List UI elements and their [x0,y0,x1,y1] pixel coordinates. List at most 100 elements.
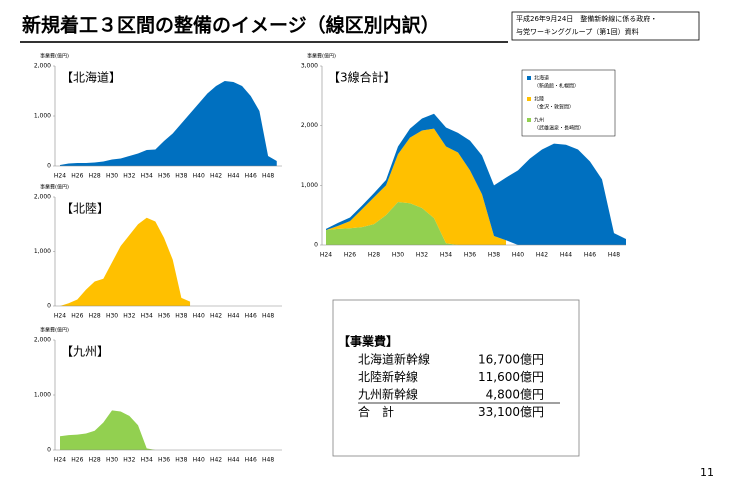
x-tick-label: H36 [158,457,170,464]
legend-swatch [527,118,531,122]
legend-swatch [527,76,531,80]
source-box [511,11,700,41]
x-tick-label: H34 [141,173,153,180]
x-tick-label: H24 [54,457,66,464]
x-tick-label: H34 [440,252,452,259]
area [60,217,191,306]
area [326,113,626,245]
legend-label: 九州 [534,117,544,124]
legend-note: （金沢・敦賀間） [534,104,574,111]
x-tick-label: H40 [193,173,205,180]
x-tick-label: H38 [175,173,187,180]
x-tick-label: H46 [245,173,257,180]
x-tick-label: H26 [71,457,83,464]
x-tick-label: H34 [141,313,153,320]
slide-title: 新規着工３区間の整備のイメージ（線区別内訳） [22,14,440,37]
chart-title: 【北海道】 [61,70,121,85]
chart-title: 【北陸】 [61,202,109,216]
x-tick-label: H44 [227,457,239,464]
area [326,202,458,245]
x-tick-label: H44 [227,173,239,180]
x-tick-label: H38 [488,252,500,259]
x-tick-label: H30 [106,173,118,180]
y-tick-label: 0 [47,303,51,310]
x-tick-label: H30 [106,313,118,320]
y-tick-label: 1,000 [34,113,51,120]
x-tick-label: H38 [175,457,187,464]
source-note: 平成26年9月24日 整備新幹線に係る政府・ [516,14,657,23]
chart-title: 【3線合計】 [328,70,396,85]
cost-amount: 33,100億円 [478,405,544,419]
area [60,81,277,166]
x-tick-label: H42 [210,457,222,464]
y-tick-label: 2,000 [34,63,51,70]
x-tick-label: H28 [89,173,101,180]
x-tick-label: H30 [392,252,404,259]
x-tick-label: H46 [245,457,257,464]
legend-label: 北海道 [534,75,549,82]
x-tick-label: H42 [210,173,222,180]
chart-title-bg [61,69,133,85]
y-tick-label: 2,000 [34,194,51,201]
legend-swatch [527,97,531,101]
x-tick-label: H32 [123,457,135,464]
y-tick-label: 3,000 [301,63,318,70]
chart-title: 【九州】 [61,345,109,359]
y-axis-label: 事業費(億円) [40,327,69,334]
x-tick-label: H40 [193,313,205,320]
x-tick-label: H26 [71,173,83,180]
x-tick-label: H24 [54,313,66,320]
x-tick-label: H48 [262,173,274,180]
cost-amount: 11,600億円 [478,370,544,384]
x-tick-label: H46 [245,313,257,320]
source-note: 与党ワーキンググループ（第1回）資料 [516,27,639,36]
chart-title-bg [61,200,133,216]
x-tick-label: H44 [560,252,572,259]
x-tick-label: H32 [123,173,135,180]
x-tick-label: H28 [89,457,101,464]
x-tick-label: H42 [210,313,222,320]
y-tick-label: 1,000 [34,248,51,255]
x-tick-label: H36 [464,252,476,259]
area [326,128,506,245]
chart-title-bg [328,69,390,85]
y-tick-label: 0 [314,242,318,249]
x-tick-label: H24 [320,252,332,259]
y-tick-label: 2,000 [34,337,51,344]
x-tick-label: H48 [262,313,274,320]
x-tick-label: H40 [193,457,205,464]
x-tick-label: H48 [608,252,620,259]
cost-name: 北海道新幹線 [358,352,430,367]
legend-box [521,69,616,137]
cost-name: 合 計 [358,404,394,419]
y-axis-label: 事業費(億円) [307,53,336,60]
y-tick-label: 1,000 [34,392,51,399]
x-tick-label: H32 [123,313,135,320]
x-tick-label: H30 [106,457,118,464]
x-tick-label: H24 [54,173,66,180]
x-tick-label: H48 [262,457,274,464]
cost-name: 九州新幹線 [358,387,418,402]
x-tick-label: H28 [368,252,380,259]
x-tick-label: H38 [175,313,187,320]
x-tick-label: H46 [584,252,596,259]
cost-heading: 【事業費】 [338,334,398,349]
area [60,410,156,450]
y-tick-label: 0 [47,163,51,170]
chart-title-bg [61,343,133,359]
x-tick-label: H44 [227,313,239,320]
page-number: 11 [700,466,714,479]
cost-amount: 4,800億円 [486,388,544,402]
y-axis-label: 事業費(億円) [40,53,69,60]
x-tick-label: H36 [158,313,170,320]
legend-note: （新函館・札幌間） [534,83,579,90]
y-tick-label: 0 [47,447,51,454]
x-tick-label: H26 [71,313,83,320]
legend-label: 北陸 [534,96,544,103]
y-tick-label: 2,000 [301,122,318,129]
cost-amount: 16,700億円 [478,353,544,367]
x-tick-label: H42 [536,252,548,259]
x-tick-label: H40 [512,252,524,259]
